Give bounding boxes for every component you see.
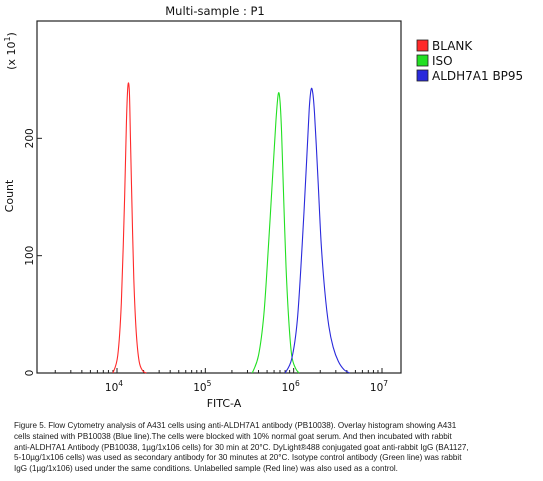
legend-label: BLANK xyxy=(432,39,473,53)
flow-cytometry-chart: Multi-sample : P1 (x 101) Count FITC-A 0… xyxy=(3,4,523,408)
caption-line: cells stained with PB10038 (Blue line).T… xyxy=(14,431,452,441)
figure-caption: Figure 5. Flow Cytometry analysis of A43… xyxy=(14,421,536,475)
series-line-aldh7a1-bp95 xyxy=(284,87,350,374)
legend-label: ALDH7A1 BP95 xyxy=(432,69,523,83)
y-axis-ticks: 0 100 200 xyxy=(24,128,42,376)
x-tick-label: 105 xyxy=(193,379,211,394)
x-axis-ticks: 104 105 106 107 xyxy=(54,368,388,394)
y-tick-label: 200 xyxy=(24,128,36,148)
chart-title: Multi-sample : P1 xyxy=(165,4,265,18)
x-tick-label: 107 xyxy=(370,379,388,394)
y-tick-label: 100 xyxy=(24,246,36,266)
caption-line: IgG (1µg/1x106) used under the same cond… xyxy=(14,464,398,474)
y-axis-label: Count xyxy=(3,179,16,212)
series-line-blank xyxy=(112,82,147,374)
caption-line: Figure 5. Flow Cytometry analysis of A43… xyxy=(14,421,457,430)
legend-label: ISO xyxy=(432,54,453,68)
histogram-curves xyxy=(112,82,350,374)
plot-frame xyxy=(36,20,402,374)
x-axis-label: FITC-A xyxy=(207,397,242,408)
x-tick-label: 106 xyxy=(282,379,300,394)
x-tick-label: 104 xyxy=(105,379,123,394)
y-tick-label: 0 xyxy=(24,370,36,377)
legend-swatch xyxy=(416,69,429,82)
series-line-iso xyxy=(251,91,300,374)
caption-line: anti-ALDH7A1 Antibody (PB10038, 1µg/1x10… xyxy=(14,442,469,452)
legend-swatch xyxy=(416,54,429,67)
y-multiplier-label: (x 101) xyxy=(3,32,18,70)
caption-line: 5-10µg/1x106 cells) was used as secondar… xyxy=(14,453,462,463)
legend-swatch xyxy=(416,39,429,52)
